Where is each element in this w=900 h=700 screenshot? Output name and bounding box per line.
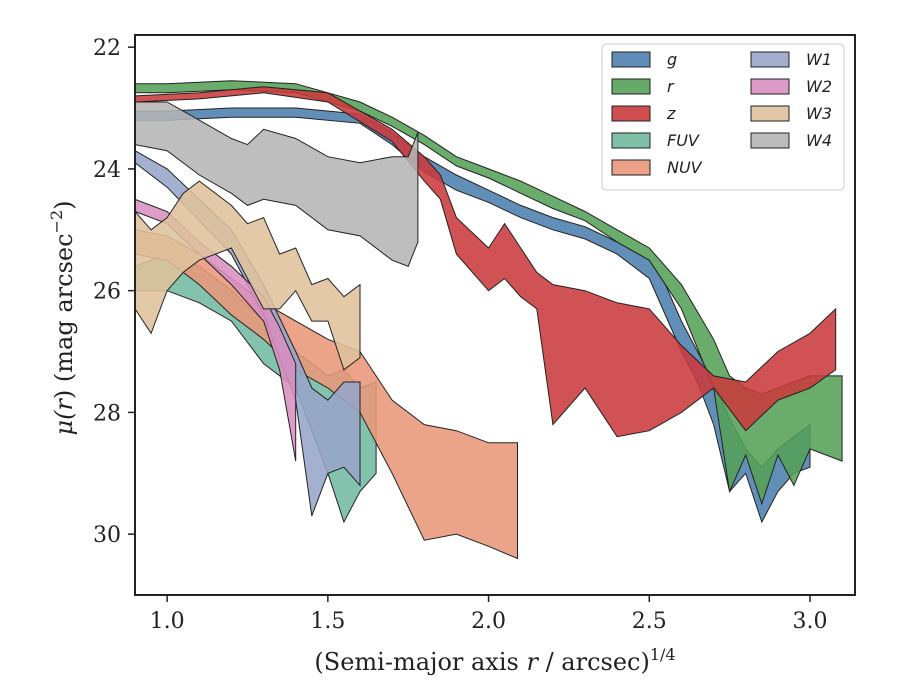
legend-label-w2: W2: [806, 77, 832, 96]
legend-label-fuv: FUV: [667, 131, 700, 150]
x-tick-label: 2.0: [471, 609, 506, 634]
legend: grz FUV NUV W1 W2 W3 W4: [601, 43, 845, 191]
y-tick-label: 28: [93, 401, 121, 426]
x-axis: 1.0 1.5 2.0 2.5 3.0: [150, 595, 828, 634]
y-axis: 22 24 26 28 30: [93, 36, 135, 548]
x-tick-label: 2.5: [632, 609, 667, 634]
plot-frame: [134, 34, 856, 596]
legend-label-w1: W1: [806, 50, 832, 69]
legend-label-w3: W3: [806, 104, 832, 123]
legend-swatch-nuv: [611, 159, 651, 176]
legend-swatch-r: [611, 78, 651, 95]
band-w4: [135, 101, 419, 267]
y-axis-label: μ(r) (mag arcsec−2): [47, 200, 78, 435]
legend-swatch-fuv: [611, 132, 651, 149]
band-z: [135, 86, 837, 438]
legend-label-r: r: [667, 77, 675, 96]
y-tick-label: 24: [93, 158, 121, 183]
legend-label-w4: W4: [806, 131, 832, 150]
y-tick-label: 22: [93, 36, 121, 61]
legend-label-z: z: [666, 104, 676, 123]
band-layer: [135, 80, 843, 560]
band-w3: [135, 180, 361, 371]
legend-swatch-w3: [750, 105, 790, 122]
x-tick-label: 1.0: [150, 609, 185, 634]
legend-swatch-w4: [750, 132, 790, 149]
legend-swatch-w2: [750, 78, 790, 95]
legend-label-nuv: NUV: [667, 158, 703, 177]
legend-label-g: g: [667, 50, 677, 69]
legend-swatch-w1: [750, 51, 790, 68]
band-r: [135, 80, 843, 506]
band-g: [135, 107, 811, 524]
x-axis-label: (Semi-major axis r / arcsec)1/4: [314, 645, 675, 676]
x-tick-label: 1.5: [310, 609, 345, 634]
y-tick-label: 26: [93, 280, 121, 305]
legend-swatch-z: [611, 105, 651, 122]
legend-swatch-g: [611, 51, 651, 68]
y-tick-label: 30: [93, 523, 121, 548]
x-tick-label: 3.0: [793, 609, 828, 634]
